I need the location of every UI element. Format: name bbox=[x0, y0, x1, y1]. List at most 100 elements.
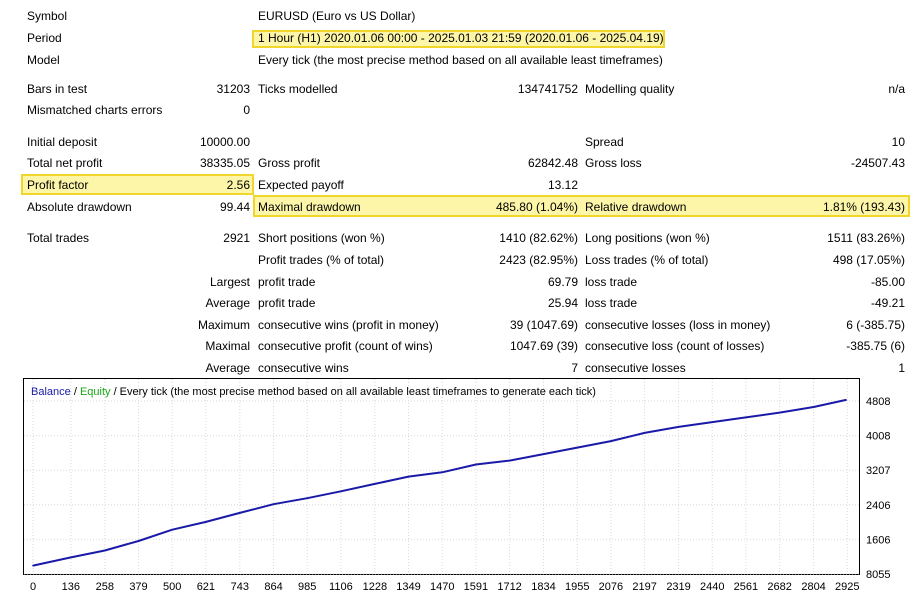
maximal-profit-label: consecutive profit (count of wins) bbox=[258, 339, 433, 353]
profit-factor-highlight bbox=[21, 174, 254, 195]
model-value: Every tick (the most precise method base… bbox=[258, 53, 663, 67]
period-label: Period bbox=[27, 31, 62, 45]
bars-value: 31203 bbox=[216, 82, 250, 96]
x-tick-label: 1228 bbox=[363, 581, 387, 593]
netprofit-label: Total net profit bbox=[27, 156, 103, 170]
x-tick-label: 2682 bbox=[767, 581, 791, 593]
balance-point bbox=[542, 453, 545, 455]
x-tick-label: 136 bbox=[62, 581, 80, 593]
maximal-profit-value: 1047.69 (39) bbox=[509, 339, 578, 353]
x-tick-label: 1955 bbox=[565, 581, 589, 593]
x-tick-label: 1106 bbox=[329, 581, 353, 593]
deposit-label: Initial deposit bbox=[27, 135, 98, 149]
largest-loss-label: loss trade bbox=[585, 275, 638, 289]
balance-point bbox=[32, 564, 34, 567]
legend-equity: Equity bbox=[80, 386, 111, 398]
balance-point bbox=[104, 549, 106, 552]
max-cons-wins-value: 39 (1047.69) bbox=[509, 318, 578, 332]
balance-point bbox=[475, 463, 477, 466]
balance-point bbox=[306, 497, 309, 499]
balance-chart: 0 136 258 379 500 621 743 864 985 1106 1228 1349 147… bbox=[23, 378, 891, 593]
grossprofit-label: Gross profit bbox=[258, 156, 321, 170]
average-profit-value: 25.94 bbox=[547, 296, 578, 310]
balance-point bbox=[137, 540, 140, 542]
loss-trades-label: Loss trades (% of total) bbox=[585, 253, 709, 267]
grossloss-value: -24507.43 bbox=[850, 156, 905, 170]
loss-trades-value: 498 (17.05%) bbox=[832, 253, 905, 267]
balance-point bbox=[171, 528, 173, 531]
x-tick-label: 621 bbox=[197, 581, 215, 593]
absdd-label: Absolute drawdown bbox=[27, 200, 132, 214]
average-label: Average bbox=[205, 296, 250, 310]
balance-point bbox=[643, 432, 646, 434]
average-loss-value: -49.21 bbox=[870, 296, 905, 310]
ticks-value: 134741752 bbox=[517, 82, 578, 96]
largest-profit-label: profit trade bbox=[258, 275, 316, 289]
quality-label: Modelling quality bbox=[585, 82, 675, 96]
quality-value: n/a bbox=[888, 82, 905, 96]
maxdd-value: 485.80 (1.04%) bbox=[495, 200, 578, 214]
x-axis-ticks: 0 136 258 379 500 621 743 864 985 1106 1228 1349 147… bbox=[30, 581, 860, 593]
balance-point bbox=[812, 406, 815, 408]
x-tick-label: 258 bbox=[96, 581, 114, 593]
average2-label: Average bbox=[205, 361, 250, 375]
mismatch-label: Mismatched charts errors bbox=[27, 103, 163, 117]
x-tick-label: 985 bbox=[298, 581, 316, 593]
x-tick-label: 1834 bbox=[531, 581, 555, 593]
average-loss-label: loss trade bbox=[585, 296, 638, 310]
long-label: Long positions (won %) bbox=[585, 231, 710, 245]
largest-profit-value: 69.79 bbox=[547, 275, 578, 289]
deposit-value: 10000.00 bbox=[199, 135, 250, 149]
y-tick-label: 48089 bbox=[866, 396, 891, 408]
long-value: 1511 (83.26%) bbox=[827, 231, 905, 245]
chart-plot-area bbox=[23, 378, 860, 575]
balance-point bbox=[239, 512, 241, 514]
period-value: 1 Hour (H1) 2020.01.06 00:00 - 2025.01.0… bbox=[258, 31, 664, 45]
short-value: 1410 (82.62%) bbox=[499, 231, 578, 245]
grossloss-label: Gross loss bbox=[585, 156, 642, 170]
short-label: Short positions (won %) bbox=[258, 231, 385, 245]
symbol-label: Symbol bbox=[27, 9, 68, 23]
x-tick-label: 2925 bbox=[835, 581, 859, 593]
x-tick-label: 500 bbox=[163, 581, 181, 593]
balance-point bbox=[340, 490, 342, 493]
balance-point bbox=[845, 399, 847, 401]
payoff-label: Expected payoff bbox=[258, 178, 344, 192]
balance-point bbox=[610, 440, 612, 442]
legend-sep: / bbox=[71, 386, 80, 398]
bars-label: Bars in test bbox=[27, 82, 88, 96]
balance-point bbox=[205, 521, 207, 523]
period-highlight bbox=[252, 30, 665, 48]
balance-point bbox=[576, 446, 579, 449]
x-tick-label: 379 bbox=[129, 581, 147, 593]
y-tick-label: 32075 bbox=[866, 465, 891, 477]
grossprofit-value: 62842.48 bbox=[527, 156, 578, 170]
x-tick-label: 2197 bbox=[632, 581, 656, 593]
x-tick-label: 2561 bbox=[734, 581, 758, 593]
avg-cons-losses-label: consecutive losses bbox=[585, 361, 686, 375]
balance-point bbox=[711, 421, 714, 423]
x-tick-label: 1349 bbox=[396, 581, 420, 593]
maximal-loss-label: consecutive loss (count of losses) bbox=[585, 339, 765, 353]
trades-label: Total trades bbox=[27, 231, 90, 245]
max-cons-losses-value: 6 (-385.75) bbox=[846, 318, 905, 332]
symbol-value: EURUSD (Euro vs US Dollar) bbox=[258, 9, 416, 23]
x-tick-label: 1591 bbox=[464, 581, 488, 593]
reldd-value: 1.81% (193.43) bbox=[822, 200, 905, 214]
balance-point bbox=[677, 426, 680, 428]
average-profit-label: profit trade bbox=[258, 296, 316, 310]
spread-value: 10 bbox=[891, 135, 905, 149]
y-tick-label: 40082 bbox=[866, 431, 891, 443]
balance-point bbox=[508, 459, 511, 462]
balance-point bbox=[407, 475, 410, 478]
balance-point bbox=[778, 411, 781, 414]
pf-value: 2.56 bbox=[226, 178, 250, 192]
spread-label: Spread bbox=[585, 135, 624, 149]
reldd-label: Relative drawdown bbox=[585, 200, 687, 214]
pf-label: Profit factor bbox=[27, 178, 89, 192]
chart-series bbox=[32, 398, 847, 567]
largest-label: Largest bbox=[209, 275, 250, 289]
balance-point bbox=[70, 556, 72, 559]
